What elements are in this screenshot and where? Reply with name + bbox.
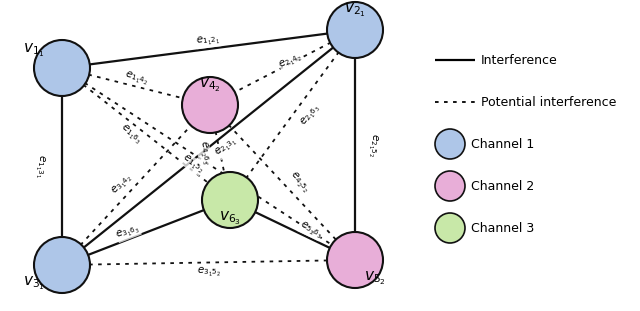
Text: Interference: Interference bbox=[481, 53, 557, 67]
Text: Channel 1: Channel 1 bbox=[471, 137, 534, 151]
Circle shape bbox=[435, 213, 465, 243]
Text: $e_{3_14_2}$: $e_{3_14_2}$ bbox=[109, 172, 135, 198]
Circle shape bbox=[327, 2, 383, 58]
Text: $e_{3_16_3}$: $e_{3_16_3}$ bbox=[115, 222, 141, 243]
Text: $e_{1_13_1}$: $e_{1_13_1}$ bbox=[33, 155, 47, 179]
Circle shape bbox=[327, 232, 383, 288]
Text: $e_{4_25_2}$: $e_{4_25_2}$ bbox=[285, 169, 312, 196]
Text: $e_{2_16_3}$: $e_{2_16_3}$ bbox=[298, 101, 323, 128]
Text: $e_{2_15_2}$: $e_{2_15_2}$ bbox=[367, 133, 380, 157]
Text: $\mathit{v}_{6_{3}}$: $\mathit{v}_{6_{3}}$ bbox=[219, 209, 241, 227]
Text: $\mathit{v}_{2_{1}}$: $\mathit{v}_{2_{1}}$ bbox=[344, 1, 366, 19]
Text: $e_{4_26_3}$: $e_{4_26_3}$ bbox=[195, 139, 213, 166]
Text: Potential interference: Potential interference bbox=[481, 95, 616, 109]
Text: $e_{1_16_3}$: $e_{1_16_3}$ bbox=[116, 121, 143, 146]
Text: $e_{3_15_2}$: $e_{3_15_2}$ bbox=[196, 266, 221, 279]
Text: $\mathit{v}_{1_{1}}$: $\mathit{v}_{1_{1}}$ bbox=[23, 41, 45, 59]
Text: $e_{2_14_2}$: $e_{2_14_2}$ bbox=[277, 50, 304, 73]
Circle shape bbox=[435, 171, 465, 201]
Text: $\mathit{v}_{5_{2}}$: $\mathit{v}_{5_{2}}$ bbox=[364, 269, 386, 287]
Text: $e_{2_13_1}$: $e_{2_13_1}$ bbox=[213, 135, 240, 160]
Text: Channel 2: Channel 2 bbox=[471, 179, 534, 193]
Circle shape bbox=[182, 77, 238, 133]
Text: $\mathit{v}_{3_{1}}$: $\mathit{v}_{3_{1}}$ bbox=[23, 274, 45, 292]
Text: Channel 3: Channel 3 bbox=[471, 221, 534, 234]
Text: $e_{1_15_2}$: $e_{1_15_2}$ bbox=[179, 152, 206, 176]
Circle shape bbox=[202, 172, 258, 228]
Text: $e_{1_14_2}$: $e_{1_14_2}$ bbox=[123, 69, 149, 88]
Circle shape bbox=[435, 129, 465, 159]
Circle shape bbox=[34, 237, 90, 293]
Circle shape bbox=[34, 40, 90, 96]
Text: $e_{5_26_3}$: $e_{5_26_3}$ bbox=[297, 219, 324, 241]
Text: $e_{1_12_1}$: $e_{1_12_1}$ bbox=[196, 33, 221, 49]
Text: $\mathit{v}_{4_{2}}$: $\mathit{v}_{4_{2}}$ bbox=[199, 76, 221, 94]
